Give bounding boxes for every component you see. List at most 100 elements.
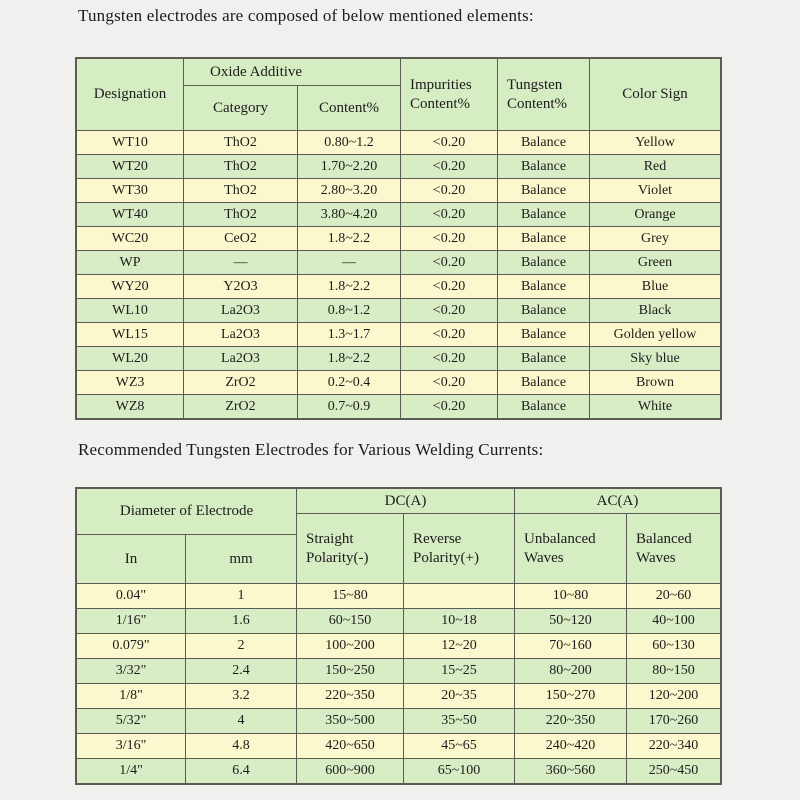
table-cell: Brown bbox=[590, 371, 720, 394]
header-unbalanced-waves: Unbalanced Waves bbox=[515, 514, 626, 583]
table-cell: WC20 bbox=[77, 227, 183, 250]
table-cell: ZrO2 bbox=[184, 371, 297, 394]
table-cell: ThO2 bbox=[184, 203, 297, 226]
table-cell: 6.4 bbox=[186, 759, 296, 783]
header-category: Category bbox=[184, 86, 297, 130]
table-cell: 65~100 bbox=[404, 759, 514, 783]
table-cell: 15~80 bbox=[297, 584, 403, 608]
table-cell: 350~500 bbox=[297, 709, 403, 733]
table-cell: <0.20 bbox=[401, 299, 497, 322]
table-cell: 0.079" bbox=[77, 634, 185, 658]
table-cell: 1/8" bbox=[77, 684, 185, 708]
table-cell: 220~350 bbox=[515, 709, 626, 733]
table-cell: 100~200 bbox=[297, 634, 403, 658]
table-cell: WZ8 bbox=[77, 395, 183, 418]
header-oxide-additive: Oxide Additive bbox=[184, 59, 400, 85]
table-cell: 2.4 bbox=[186, 659, 296, 683]
table-cell: Balance bbox=[498, 203, 589, 226]
table-cell: 5/32" bbox=[77, 709, 185, 733]
table-cell: 12~20 bbox=[404, 634, 514, 658]
table-cell: 10~80 bbox=[515, 584, 626, 608]
table-cell bbox=[404, 584, 514, 608]
currents-table-title: Recommended Tungsten Electrodes for Vari… bbox=[78, 440, 544, 459]
table-cell: Sky blue bbox=[590, 347, 720, 370]
table-cell: Y2O3 bbox=[184, 275, 297, 298]
table-cell: 4.8 bbox=[186, 734, 296, 758]
header-tungsten-content: Tungsten Content% bbox=[498, 59, 589, 130]
table-cell: 80~150 bbox=[627, 659, 720, 683]
table-cell: 3/32" bbox=[77, 659, 185, 683]
table-cell: Balance bbox=[498, 323, 589, 346]
header-balanced-waves: Balanced Waves bbox=[627, 514, 720, 583]
table-cell: Green bbox=[590, 251, 720, 274]
table-cell: WZ3 bbox=[77, 371, 183, 394]
table-cell: 0.04" bbox=[77, 584, 185, 608]
composition-table: Designation Oxide Additive Category Cont… bbox=[75, 57, 722, 420]
table-cell: WT10 bbox=[77, 131, 183, 154]
table-cell: 20~60 bbox=[627, 584, 720, 608]
table-cell: Balance bbox=[498, 179, 589, 202]
table-cell: 2.80~3.20 bbox=[298, 179, 400, 202]
table-cell: Balance bbox=[498, 275, 589, 298]
table-cell: 50~120 bbox=[515, 609, 626, 633]
table-cell: <0.20 bbox=[401, 131, 497, 154]
table-cell: 1.70~2.20 bbox=[298, 155, 400, 178]
table-cell: <0.20 bbox=[401, 155, 497, 178]
table-cell: Black bbox=[590, 299, 720, 322]
table-cell: 80~200 bbox=[515, 659, 626, 683]
table-cell: WY20 bbox=[77, 275, 183, 298]
table-cell: 0.2~0.4 bbox=[298, 371, 400, 394]
table-cell: Yellow bbox=[590, 131, 720, 154]
table-cell: 40~100 bbox=[627, 609, 720, 633]
table-cell: Balance bbox=[498, 299, 589, 322]
table-cell: 250~450 bbox=[627, 759, 720, 783]
table-cell: 3.2 bbox=[186, 684, 296, 708]
header-ac-amps: AC(A) bbox=[515, 489, 720, 513]
header-diameter-of-electrode: Diameter of Electrode bbox=[77, 489, 296, 534]
table-cell: <0.20 bbox=[401, 275, 497, 298]
table-cell: ThO2 bbox=[184, 179, 297, 202]
table-cell: WT20 bbox=[77, 155, 183, 178]
table-cell: 1.8~2.2 bbox=[298, 227, 400, 250]
table-cell: 1.6 bbox=[186, 609, 296, 633]
table-cell: Balance bbox=[498, 371, 589, 394]
table-cell: 0.7~0.9 bbox=[298, 395, 400, 418]
table-cell: ThO2 bbox=[184, 155, 297, 178]
table-cell: <0.20 bbox=[401, 179, 497, 202]
table-cell: 150~270 bbox=[515, 684, 626, 708]
table-cell: 170~260 bbox=[627, 709, 720, 733]
table-cell: 1 bbox=[186, 584, 296, 608]
table-cell: 3.80~4.20 bbox=[298, 203, 400, 226]
header-inches: In bbox=[77, 535, 185, 583]
table-cell: Violet bbox=[590, 179, 720, 202]
table-cell: WT40 bbox=[77, 203, 183, 226]
header-reverse-polarity: Reverse Polarity(+) bbox=[404, 514, 514, 583]
table-cell: WT30 bbox=[77, 179, 183, 202]
table-cell: — bbox=[298, 251, 400, 274]
table-cell: 70~160 bbox=[515, 634, 626, 658]
table-cell: <0.20 bbox=[401, 323, 497, 346]
table-cell: <0.20 bbox=[401, 347, 497, 370]
table-cell: — bbox=[184, 251, 297, 274]
table-cell: <0.20 bbox=[401, 371, 497, 394]
table-cell: Blue bbox=[590, 275, 720, 298]
table-cell: 420~650 bbox=[297, 734, 403, 758]
table-cell: Balance bbox=[498, 131, 589, 154]
table-cell: 220~350 bbox=[297, 684, 403, 708]
table-cell: <0.20 bbox=[401, 251, 497, 274]
table-cell: 35~50 bbox=[404, 709, 514, 733]
table-cell: Balance bbox=[498, 155, 589, 178]
table-cell: 1.3~1.7 bbox=[298, 323, 400, 346]
table-cell: 220~340 bbox=[627, 734, 720, 758]
header-straight-polarity: Straight Polarity(-) bbox=[297, 514, 403, 583]
table-cell: Balance bbox=[498, 395, 589, 418]
table-cell: 2 bbox=[186, 634, 296, 658]
table-cell: 45~65 bbox=[404, 734, 514, 758]
table-cell: 1.8~2.2 bbox=[298, 275, 400, 298]
table-cell: Golden yellow bbox=[590, 323, 720, 346]
header-color-sign: Color Sign bbox=[590, 59, 720, 130]
table-cell: <0.20 bbox=[401, 395, 497, 418]
table-cell: 60~150 bbox=[297, 609, 403, 633]
table-cell: Balance bbox=[498, 347, 589, 370]
table-cell: 10~18 bbox=[404, 609, 514, 633]
